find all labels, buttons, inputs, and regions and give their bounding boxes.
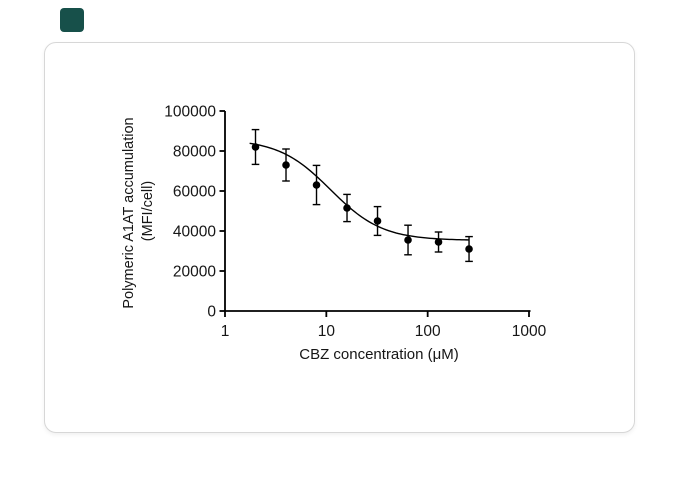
data-point [465,245,473,253]
data-point [404,236,412,244]
x-axis-tick-label: 100 [415,323,441,340]
y-axis-tick-label: 60000 [173,184,216,201]
y-axis-tick-label: 20000 [173,264,216,281]
dose-response-chart: CBZ concentration (μM) Polymeric A1AT ac… [121,104,547,364]
data-point [434,238,443,246]
x-axis-tick-label: 10 [318,323,336,340]
data-point [282,161,290,169]
x-axis-tick-label: 1 [221,323,230,340]
data-point [343,204,351,212]
x-axis-title: CBZ concentration (μM) [299,346,459,363]
y-axis-tick-label: 0 [207,304,216,321]
y-axis-title: Polymeric A1AT accumulation (MFI/cell) [121,113,156,308]
x-axis-tick-label: 1000 [512,323,547,340]
chart-card: CBZ concentration (μM) Polymeric A1AT ac… [44,42,635,433]
y-axis-tick-label: 40000 [173,224,216,241]
logo-badge [60,8,84,32]
y-axis-tick-label: 100000 [164,104,216,121]
data-point [373,217,382,225]
fit-curve [249,142,470,241]
data-point [251,143,260,151]
data-point [312,181,321,189]
y-axis-tick-label: 80000 [173,144,216,161]
